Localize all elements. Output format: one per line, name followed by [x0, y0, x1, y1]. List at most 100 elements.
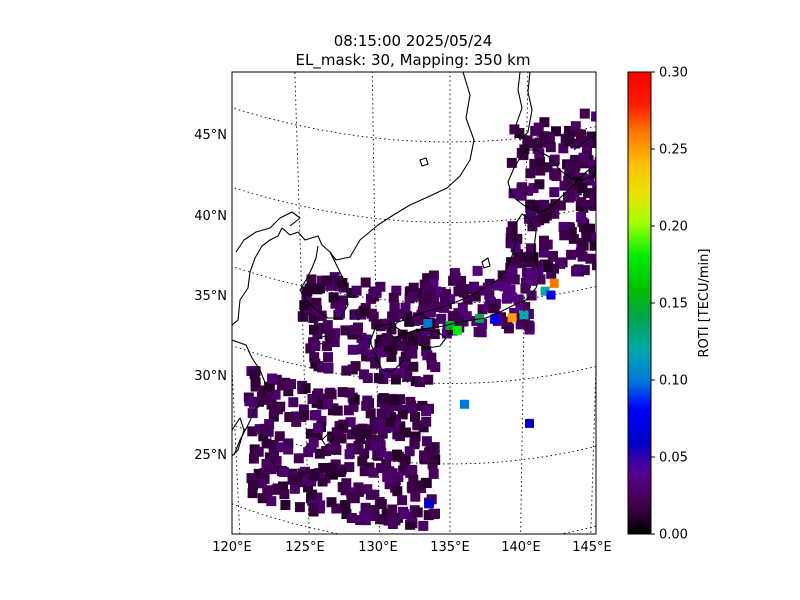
- roti-cell: [309, 324, 319, 335]
- roti-cell: [563, 192, 573, 203]
- roti-cell: [400, 453, 411, 464]
- roti-cell: [455, 281, 466, 292]
- mainland-coast: [232, 72, 475, 326]
- roti-cell: [502, 316, 513, 327]
- roti-cell: [367, 424, 378, 435]
- roti-cell: [523, 309, 534, 319]
- roti-cell: [344, 449, 355, 460]
- roti-cell: [509, 274, 520, 285]
- roti-cell: [429, 329, 440, 340]
- roti-cell: [336, 433, 347, 444]
- roti-cell: [410, 431, 421, 442]
- roti-cell: [503, 272, 514, 283]
- roti-cell: [361, 351, 372, 362]
- roti-cell: [510, 242, 521, 253]
- roti-cell: [359, 448, 370, 459]
- roti-cell: [576, 129, 586, 140]
- roti-cell: [485, 296, 496, 307]
- roti-cell: [559, 230, 570, 241]
- roti-cell: [396, 340, 407, 351]
- roti-cell: [468, 281, 479, 292]
- roti-cell: [394, 368, 405, 379]
- lon-label: 120°E: [212, 540, 252, 555]
- roti-cell: [365, 489, 376, 500]
- roti-cell: [452, 325, 462, 335]
- roti-cell: [513, 249, 524, 260]
- roti-cell: [402, 311, 412, 322]
- roti-cell: [365, 408, 376, 419]
- roti-cell: [527, 221, 538, 232]
- roti-cell: [509, 308, 520, 318]
- roti-cell: [271, 456, 282, 466]
- lon-label: 135°E: [430, 540, 470, 555]
- roti-cell: [268, 439, 279, 450]
- roti-cell: [402, 371, 413, 382]
- roti-cell: [523, 257, 533, 268]
- roti-cell: [376, 447, 387, 458]
- roti-cell: [415, 328, 426, 339]
- roti-cell: [525, 168, 536, 179]
- roti-cell: [400, 352, 411, 362]
- roti-cell: [598, 142, 608, 152]
- roti-cell: [337, 482, 348, 493]
- roti-cell: [546, 268, 557, 279]
- roti-cell: [592, 260, 596, 271]
- roti-cell: [369, 435, 380, 445]
- roti-cell: [450, 272, 461, 283]
- tsushima: [355, 305, 365, 321]
- roti-cell: [576, 212, 587, 223]
- roti-cell: [287, 474, 298, 485]
- roti-cell: [591, 111, 596, 122]
- roti-cell: [340, 500, 351, 510]
- roti-cell: [421, 406, 432, 416]
- roti-cell: [597, 156, 607, 166]
- roti-cell: [388, 292, 399, 303]
- roti-cell: [351, 424, 362, 435]
- shikoku-coast: [409, 329, 447, 349]
- roti-cell: [579, 108, 590, 119]
- roti-cell: [359, 466, 370, 477]
- roti-cell: [505, 233, 516, 243]
- roti-cell: [345, 417, 356, 428]
- roti-cell: [571, 266, 582, 277]
- roti-cell: [392, 429, 403, 440]
- roti-cell: [423, 374, 434, 385]
- roti-cell: [253, 446, 264, 457]
- roti-cell: [370, 440, 381, 451]
- roti-cell: [283, 444, 294, 455]
- roti-cell: [327, 462, 338, 473]
- roti-cell: [515, 300, 526, 311]
- roti-cell: [370, 358, 381, 369]
- meridian-line: [590, 352, 596, 534]
- roti-cell: [244, 396, 255, 407]
- hokkaido-coast: [507, 149, 596, 213]
- roti-cell: [429, 295, 440, 306]
- roti-cell: [509, 124, 520, 135]
- roti-cell: [516, 190, 527, 201]
- roti-cell: [253, 468, 264, 479]
- sado: [481, 257, 491, 269]
- roti-cell: [589, 200, 596, 211]
- roti-cell: [457, 302, 468, 313]
- roti-cell: [528, 183, 539, 194]
- colorbar-tick-label: 0.00: [659, 528, 688, 543]
- roti-cell: [381, 458, 392, 469]
- roti-cell: [264, 381, 275, 392]
- roti-cell: [525, 199, 536, 210]
- roti-cell: [476, 327, 487, 338]
- roti-cell: [325, 280, 336, 291]
- roti-cell: [308, 437, 319, 448]
- parallel-line: [232, 186, 596, 223]
- roti-cell: [354, 486, 364, 497]
- roti-cell: [404, 316, 415, 327]
- roti-cell: [301, 292, 312, 303]
- meridian-line: [294, 72, 310, 534]
- title-line1: 08:15:00 2025/05/24: [334, 32, 493, 50]
- roti-cell: [369, 505, 380, 515]
- roti-cell: [358, 339, 369, 350]
- roti-cell: [508, 188, 519, 199]
- roti-cell: [386, 324, 397, 335]
- korea-coast: [299, 245, 349, 319]
- roti-cell: [279, 489, 290, 500]
- roti-cell: [419, 279, 430, 290]
